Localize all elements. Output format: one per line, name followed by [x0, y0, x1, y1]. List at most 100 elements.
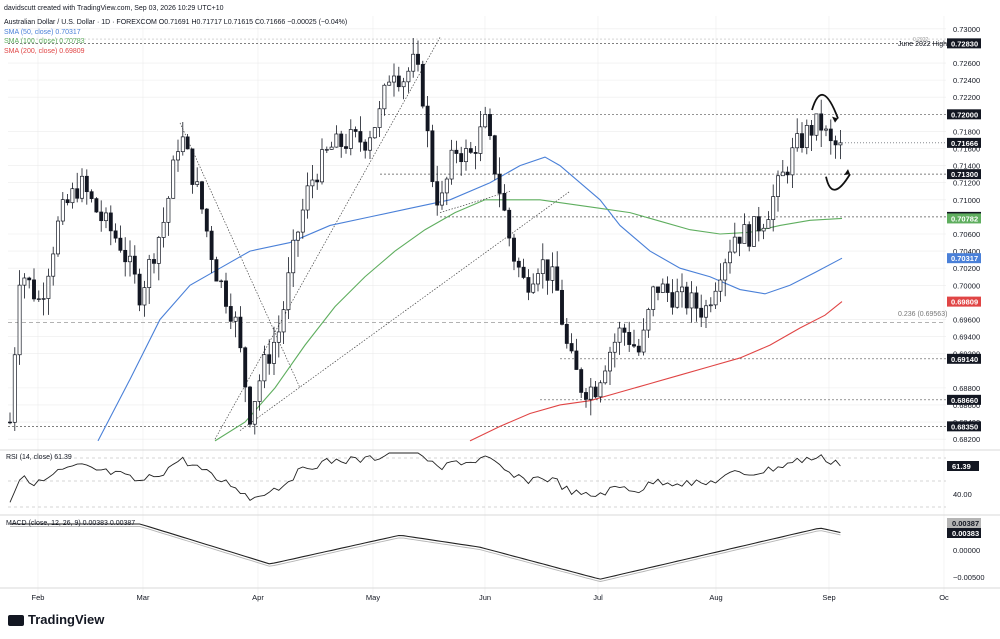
candle-body [708, 304, 713, 307]
candle-body [401, 81, 406, 88]
candle-body [358, 131, 363, 143]
candle-body [488, 114, 492, 137]
attribution: davidscutt created with TradingView.com,… [4, 5, 224, 12]
candle-body [819, 113, 824, 131]
candle-body [128, 255, 132, 263]
candle-body [627, 331, 632, 345]
candle-body [478, 126, 483, 154]
candle-body [704, 305, 708, 318]
macd-last-box [947, 528, 981, 538]
candle-body [569, 343, 574, 352]
symbol-title: Australian Dollar / U.S. Dollar · 1D · F… [4, 19, 348, 26]
candle-body [94, 198, 99, 213]
candle-body [771, 196, 776, 220]
candle-body [737, 236, 742, 244]
candle-body [416, 53, 420, 65]
candle-body [464, 148, 468, 163]
candle-body [574, 350, 579, 370]
price-labels: 0.728300.720000.716660.713000.708000.707… [842, 38, 981, 432]
sma100-legend[interactable]: SMA (100, close) 0.70783 [4, 38, 85, 45]
trendline [214, 37, 441, 440]
candle-body [185, 136, 190, 150]
candle-body [550, 266, 555, 281]
candle-body [243, 347, 248, 388]
arrowhead [832, 116, 838, 123]
trendlines [179, 37, 571, 440]
candle-body [507, 209, 512, 239]
candle-body [324, 149, 329, 151]
candle-body [296, 231, 300, 241]
macd-title: MACD (close, 12, 26, 9) 0.00383 0.00387 [6, 520, 135, 527]
candle-body [46, 275, 51, 299]
price-tick: 0.71600 [953, 145, 980, 154]
price-label-box [947, 213, 981, 224]
candle-body [660, 283, 665, 293]
price-label-box [947, 38, 981, 49]
price-tick: 0.71400 [953, 162, 980, 171]
candle-body [545, 259, 550, 281]
candle-body [632, 344, 636, 347]
candle-body [766, 219, 771, 229]
price-label-box [947, 109, 981, 120]
fib-236-label: 0.236 (0.69563) [898, 311, 947, 318]
candle-body [670, 292, 675, 308]
candle-body [656, 286, 660, 293]
candle-body [776, 175, 780, 197]
candle-body [526, 277, 531, 293]
candle-body [804, 125, 809, 148]
candle-body [171, 159, 176, 199]
candle-body [180, 136, 185, 153]
price-tick: 0.72400 [953, 76, 980, 85]
candle-body [584, 392, 588, 400]
price-tick: 0.70400 [953, 247, 980, 256]
candle-body [291, 239, 296, 274]
candle-body [420, 64, 425, 107]
candle-body [675, 291, 680, 308]
candle-body [372, 127, 377, 139]
price-tick: 0.68800 [953, 384, 980, 393]
sma200-legend[interactable]: SMA (200, close) 0.69809 [4, 48, 85, 55]
candle-body [75, 188, 80, 199]
drawn-arrows [811, 94, 851, 191]
candle-body [603, 370, 608, 384]
tradingview-logo[interactable]: TradingView [8, 612, 104, 627]
time-tick: May [366, 593, 380, 602]
trendline [439, 190, 511, 213]
sma50-legend[interactable]: SMA (50, close) 0.70317 [4, 29, 81, 36]
candle-body [276, 331, 281, 343]
candle-body [142, 287, 147, 306]
candle-body [459, 153, 464, 163]
candle-body [497, 173, 502, 194]
candle-body [310, 179, 315, 187]
price-tick: 0.70600 [953, 230, 980, 239]
candle-body [588, 386, 593, 400]
candle-body [430, 130, 435, 182]
time-axis[interactable]: Feb Mar Apr May Jun Jul Aug Sep Oc [32, 593, 950, 602]
candle-body [248, 386, 252, 425]
price-label: 0.71666 [951, 139, 978, 148]
candle-body [137, 273, 142, 306]
price-label: 0.72830 [951, 39, 978, 48]
price-axis[interactable]: 0.73000 0.72600 0.72400 0.72200 0.71800 0.716… [953, 25, 980, 444]
candle-body [516, 260, 521, 268]
candle-body [814, 113, 819, 136]
candle-body [598, 382, 603, 398]
candle-body [65, 199, 70, 204]
candle-body [468, 148, 473, 153]
candle-body [132, 255, 137, 275]
candle-body [684, 286, 689, 309]
macd-signal-box [947, 518, 981, 528]
macd-last-label: 0.00383 [952, 529, 979, 538]
candle-body [281, 309, 286, 333]
candle-body [17, 284, 22, 356]
candle-body [411, 53, 416, 72]
candle-body [440, 192, 444, 206]
candle-body [161, 221, 166, 238]
rsi-line [9, 452, 841, 503]
price-label-box [947, 137, 981, 148]
candle-body [51, 253, 56, 277]
candle-body [444, 178, 449, 194]
price-tick: 0.70200 [953, 264, 980, 273]
candle-body [228, 306, 233, 322]
